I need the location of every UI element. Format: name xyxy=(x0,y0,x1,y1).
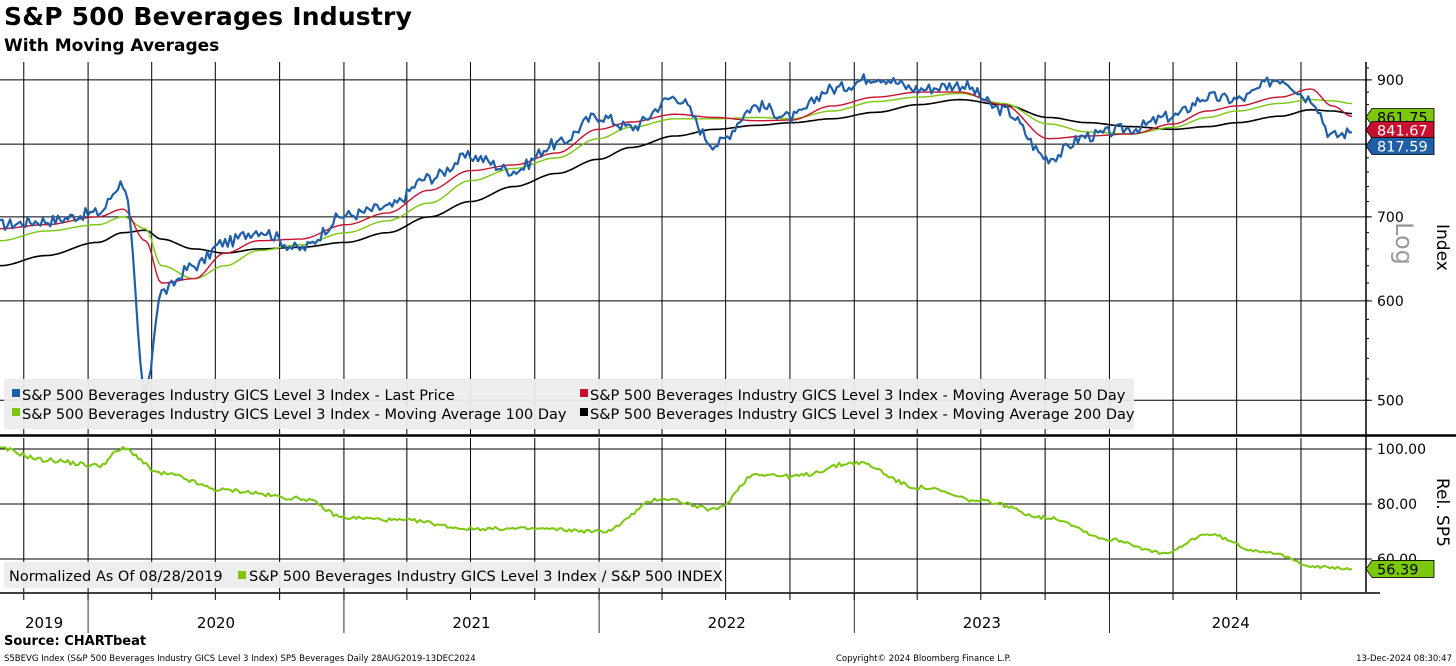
tag-ma50: 841.67 xyxy=(1365,121,1435,140)
log-scale-label: Log xyxy=(1390,222,1418,265)
x-axis: 2019 2020 2021 2022 2023 2024 xyxy=(0,592,1380,633)
x-tick-label: 2020 xyxy=(197,614,235,632)
chart-title: S&P 500 Beverages Industry xyxy=(4,2,413,31)
legend-label: S&P 500 Beverages Industry GICS Level 3 … xyxy=(22,388,455,404)
series-last-price xyxy=(0,73,1353,396)
x-tick-label: 2021 xyxy=(452,614,490,632)
legend-label: S&P 500 Beverages Industry GICS Level 3 … xyxy=(22,407,567,423)
y-tick-label: 80.00 xyxy=(1377,497,1417,513)
legend-top: S&P 500 Beverages Industry GICS Level 3 … xyxy=(4,379,1135,429)
y-tick-label: 100.00 xyxy=(1377,442,1426,458)
grid-lines xyxy=(0,62,1366,592)
series-ma200 xyxy=(0,98,1353,267)
legend-swatch xyxy=(580,408,588,416)
x-tick-label: 2023 xyxy=(963,614,1001,632)
last-value-tag-bg xyxy=(1365,137,1435,155)
footer-ticker: S5BEVG Index (S&P 500 Beverages Industry… xyxy=(4,654,476,664)
legend-swatch xyxy=(12,408,20,416)
legend-swatch xyxy=(580,389,588,397)
y-axis-title: Index xyxy=(1432,224,1452,271)
last-value-tag-text: 841.67 xyxy=(1377,124,1428,140)
last-value-tag-text: 56.39 xyxy=(1377,562,1419,578)
last-value-tag-bg xyxy=(1365,560,1435,578)
series-relative xyxy=(0,445,1353,571)
legend-note: Normalized As Of 08/28/2019 xyxy=(9,569,223,585)
x-tick-label: 2019 xyxy=(25,614,63,632)
legend-swatch xyxy=(12,389,20,397)
legend-bg xyxy=(4,562,720,588)
tag-relative: 56.39 xyxy=(1365,560,1435,578)
y-tick-label: 600 xyxy=(1377,294,1404,310)
last-value-tag-text: 817.59 xyxy=(1377,140,1428,156)
y-tick-label: 500 xyxy=(1377,393,1404,409)
legend-label: S&P 500 Beverages Industry GICS Level 3 … xyxy=(249,569,723,585)
source-label: Source: CHARTbeat xyxy=(4,634,147,649)
legend-label: S&P 500 Beverages Industry GICS Level 3 … xyxy=(590,388,1126,404)
last-value-tag-bg xyxy=(1365,121,1435,139)
y-tick-label: 700 xyxy=(1377,210,1404,226)
legend-bg xyxy=(4,379,1134,429)
y-axis-title-bottom: Rel. SP5 xyxy=(1432,478,1452,547)
y-tick-label: 900 xyxy=(1377,73,1404,89)
legend-bottom: Normalized As Of 08/28/2019 S&P 500 Bever… xyxy=(4,562,723,588)
tag-last-price: 817.59 xyxy=(1365,137,1435,156)
legend-label: S&P 500 Beverages Industry GICS Level 3 … xyxy=(590,407,1135,423)
x-tick-label: 2024 xyxy=(1212,614,1250,632)
footer-timestamp: 13-Dec-2024 08:30:47 xyxy=(1356,654,1452,664)
footer-copyright: Copyright© 2024 Bloomberg Finance L.P. xyxy=(836,654,1012,664)
x-tick-label: 2022 xyxy=(708,614,746,632)
legend-swatch xyxy=(238,571,246,579)
chart-subtitle: With Moving Averages xyxy=(4,36,220,56)
series-ma50 xyxy=(0,88,1353,284)
y-axis-top: 500600700800900 xyxy=(1366,67,1404,409)
